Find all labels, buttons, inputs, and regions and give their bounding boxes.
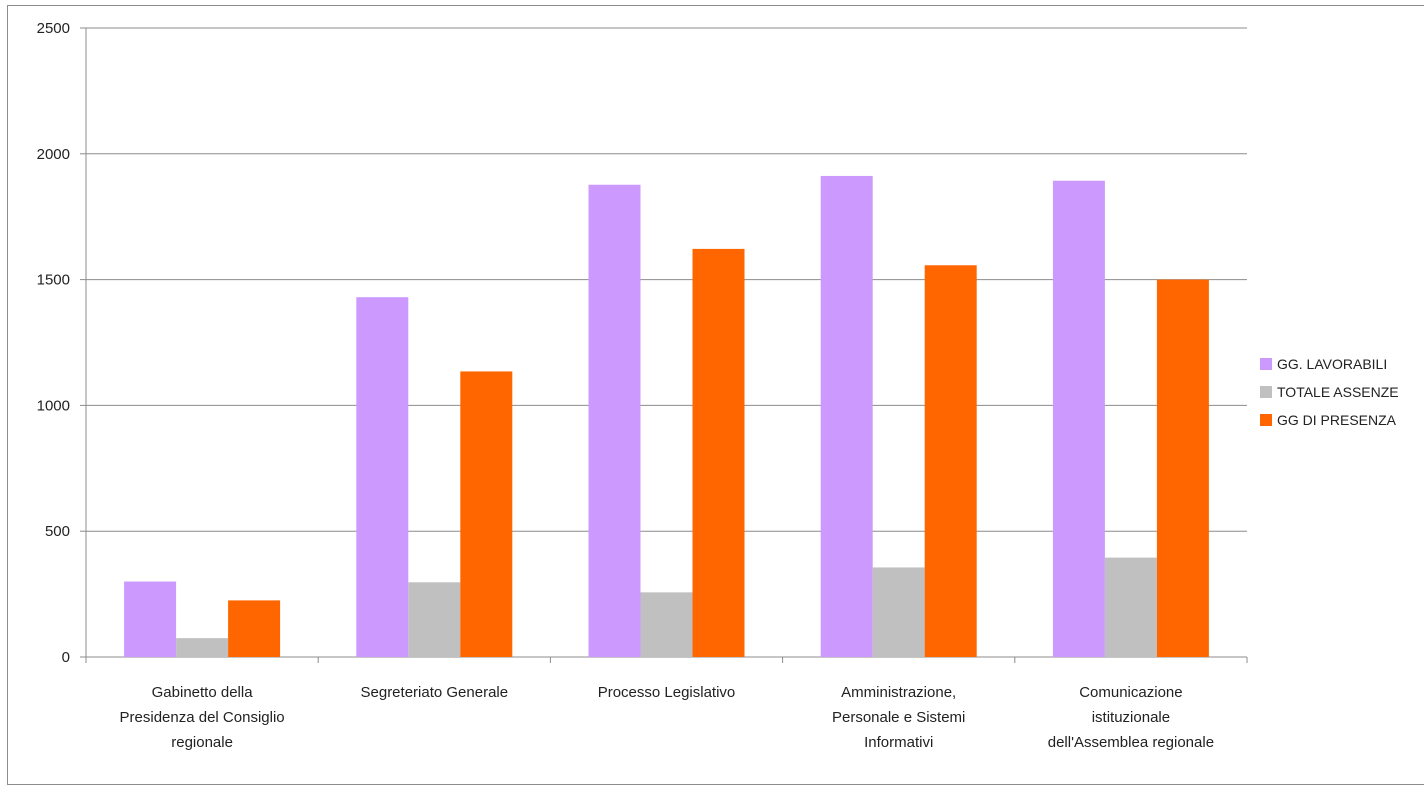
y-tick-label: 2000	[37, 146, 70, 163]
bar	[640, 592, 693, 657]
x-category-labels: Gabinetto della Presidenza del Consiglio r…	[120, 684, 1215, 751]
x-category-label: Gabinetto della	[152, 684, 254, 701]
bar	[228, 600, 281, 657]
bar	[924, 265, 977, 657]
x-category-label: istituzionale	[1092, 709, 1170, 726]
bar	[1156, 279, 1209, 657]
x-category-label: Comunicazione	[1079, 684, 1182, 701]
legend-label: TOTALE ASSENZE	[1277, 384, 1399, 400]
x-category-label: dell'Assemblea regionale	[1048, 734, 1214, 751]
bar	[356, 297, 409, 657]
legend-label: GG DI PRESENZA	[1277, 412, 1397, 428]
bar	[820, 175, 873, 657]
bar	[1104, 557, 1157, 657]
legend-label: GG. LAVORABILI	[1277, 356, 1387, 372]
bar	[872, 567, 925, 657]
x-category-label: Presidenza del Consiglio	[120, 709, 285, 726]
legend-swatch	[1260, 414, 1272, 426]
bar	[176, 638, 229, 657]
y-tick-label: 2500	[37, 20, 70, 37]
y-tick-labels: 0 500 1000 1500 2000 2500	[37, 20, 70, 666]
x-category-label: Amministrazione,	[841, 684, 956, 701]
bar	[588, 184, 641, 657]
y-tick-label: 1000	[37, 397, 70, 414]
bar	[1052, 180, 1105, 658]
x-category-label: Personale e Sistemi	[832, 709, 965, 726]
y-tick-label: 1500	[37, 272, 70, 289]
legend-swatch	[1260, 386, 1272, 398]
x-category-label: Processo Legislativo	[598, 684, 736, 701]
x-category-label: Informativi	[864, 734, 933, 751]
bars	[124, 175, 1209, 658]
y-tick-label: 0	[62, 649, 70, 666]
x-category-label: regionale	[171, 734, 233, 751]
bar	[460, 371, 513, 657]
bar	[692, 248, 745, 658]
bar	[124, 581, 177, 657]
legend: GG. LAVORABILI TOTALE ASSENZE GG DI PRESEN…	[1260, 356, 1399, 428]
y-tick-label: 500	[45, 523, 70, 540]
x-category-label: Segreteriato Generale	[361, 684, 509, 701]
legend-swatch	[1260, 358, 1272, 370]
bar	[408, 582, 461, 657]
